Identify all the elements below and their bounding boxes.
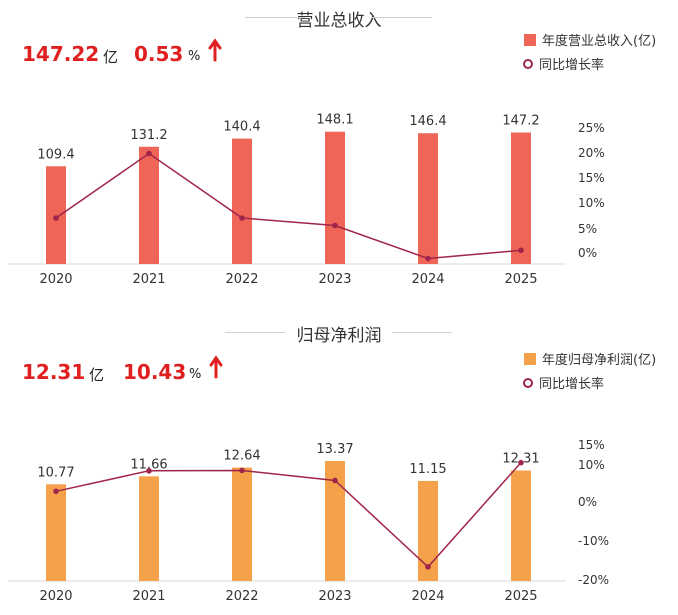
- growth-point: [53, 488, 59, 495]
- x-tick-label: 2020: [39, 272, 72, 287]
- bar: [325, 131, 345, 264]
- bar-value-label: 12.31: [502, 452, 539, 467]
- x-tick-label: 2024: [411, 589, 444, 604]
- bar: [46, 166, 66, 264]
- x-tick-label: 2022: [225, 272, 258, 287]
- x-tick-label: 2023: [318, 589, 351, 604]
- revenue-headline-growth: 0.53: [134, 42, 184, 66]
- y2-tick-label: 20%: [578, 146, 605, 160]
- x-tick-label: 2022: [225, 589, 258, 604]
- y2-tick-label: 0%: [578, 246, 597, 260]
- legend-line-marker: [523, 377, 533, 388]
- x-tick-label: 2020: [39, 589, 72, 604]
- x-tick-label: 2025: [504, 589, 537, 604]
- x-tick-label: 2024: [411, 272, 444, 287]
- profit-title: 归母净利润: [296, 326, 382, 346]
- growth-point: [518, 247, 524, 254]
- revenue-growth-unit: %: [188, 49, 201, 64]
- bar-value-label: 148.1: [316, 113, 353, 128]
- bar: [325, 461, 345, 581]
- profit-title-wrap: 归母净利润: [0, 321, 678, 346]
- revenue-legend-line: 同比增长率: [523, 54, 604, 73]
- legend-line-label: 同比增长率: [539, 377, 605, 392]
- growth-line: [55, 152, 522, 260]
- revenue-chart: 109.4 131.2 140.4 148.1 146.4 147.2 2020 2021 20…: [8, 113, 605, 287]
- y2-tick-label: 25%: [578, 121, 605, 135]
- bar-value-label: 10.77: [37, 465, 74, 480]
- growth-point: [425, 564, 431, 570]
- bar-value-label: 11.66: [130, 457, 167, 472]
- y2-tick-label: 10%: [578, 196, 605, 210]
- profit-legend-line: 同比增长率: [523, 373, 604, 392]
- y2-tick-label: -20%: [578, 573, 609, 587]
- growth-point: [53, 215, 59, 221]
- growth-point: [332, 222, 338, 229]
- x-tick-label: 2021: [132, 589, 165, 604]
- profit-headline-growth: 10.43: [123, 360, 187, 384]
- legend-bar-swatch: [524, 352, 536, 365]
- y2-tick-label: 10%: [578, 458, 605, 472]
- bar-value-label: 109.4: [37, 147, 74, 162]
- y2-tick-label: -10%: [578, 534, 609, 548]
- legend-line-label: 同比增长率: [539, 58, 605, 73]
- y2-tick-label: 0%: [578, 495, 597, 509]
- bar-value-label: 12.64: [223, 449, 260, 464]
- growth-line: [55, 462, 522, 568]
- revenue-title-wrap: 营业总收入: [0, 6, 678, 31]
- title-rule-left: [225, 332, 285, 333]
- legend-line-marker: [523, 58, 533, 69]
- title-rule-left: [245, 17, 305, 18]
- profit-chart: 10.77 11.66 12.64 13.37 11.15 12.31 2020 2021 20…: [8, 438, 609, 604]
- title-rule-right: [372, 17, 432, 18]
- y2-tick-label: 5%: [578, 222, 597, 236]
- bar: [418, 480, 438, 581]
- bar-value-label: 13.37: [316, 442, 353, 457]
- profit-panel: 归母净利润 12.31 亿 10.43 % 年度归母净利润(亿) 同比增长率 1…: [0, 315, 678, 615]
- legend-bar-swatch: [524, 33, 536, 46]
- bar: [139, 476, 159, 581]
- growth-point: [146, 150, 152, 157]
- profit-headline-unit: 亿: [89, 366, 105, 384]
- bar: [418, 133, 438, 264]
- legend-bar-label: 年度营业总收入(亿): [542, 34, 657, 49]
- growth-point: [239, 215, 245, 221]
- revenue-headline-unit: 亿: [103, 48, 119, 66]
- title-rule-right: [392, 332, 452, 333]
- growth-point: [239, 467, 245, 474]
- growth-point: [146, 468, 152, 474]
- up-arrow-icon: [209, 355, 223, 379]
- profit-growth-unit: %: [189, 367, 202, 382]
- bar: [46, 484, 66, 581]
- up-arrow-icon: [208, 38, 222, 62]
- y2-tick-label: 15%: [578, 438, 605, 452]
- growth-point: [332, 477, 338, 484]
- x-tick-label: 2025: [504, 272, 537, 287]
- y2-tick-label: 15%: [578, 171, 605, 185]
- profit-legend-bar: 年度归母净利润(亿): [524, 349, 656, 368]
- bar: [511, 132, 531, 264]
- bar: [139, 146, 159, 264]
- bar-value-label: 11.15: [409, 462, 446, 477]
- revenue-panel: 营业总收入 147.22 亿 0.53 % 年度营业总收入(亿) 同比增长率 1…: [0, 0, 678, 300]
- bar-value-label: 147.2: [502, 114, 539, 129]
- revenue-headline-value: 147.22: [22, 42, 100, 66]
- bar-value-label: 146.4: [409, 114, 446, 129]
- bar-value-label: 140.4: [223, 120, 260, 135]
- bar-value-label: 131.2: [130, 128, 167, 143]
- revenue-title: 营业总收入: [296, 11, 382, 31]
- legend-bar-label: 年度归母净利润(亿): [542, 353, 657, 368]
- bar: [511, 470, 531, 581]
- growth-point: [518, 459, 524, 466]
- bar: [232, 138, 252, 264]
- profit-headline-value: 12.31: [22, 360, 86, 384]
- growth-point: [425, 255, 431, 262]
- bar: [232, 467, 252, 581]
- x-tick-label: 2021: [132, 272, 165, 287]
- revenue-legend-bar: 年度营业总收入(亿): [524, 30, 656, 49]
- x-tick-label: 2023: [318, 272, 351, 287]
